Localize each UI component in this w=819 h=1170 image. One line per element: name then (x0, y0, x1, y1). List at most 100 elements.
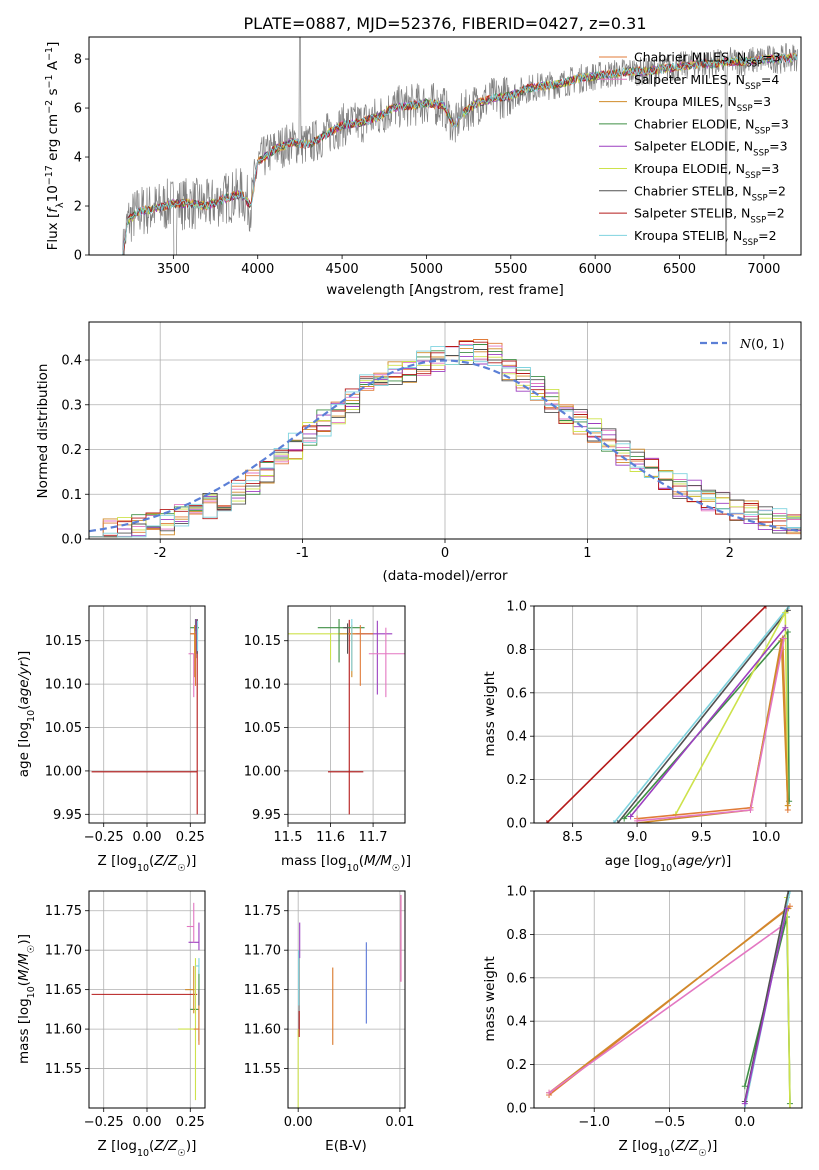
mass-weight-line (637, 638, 785, 822)
x-axis-label: wavelength [Angstrom, rest frame] (326, 282, 564, 298)
model-spectrum-line (122, 53, 798, 255)
y-tick-label: 11.75 (45, 904, 82, 919)
y-tick-label: 0.4 (506, 730, 527, 745)
mass-weight-point (780, 635, 787, 642)
mass-weight-point (786, 891, 793, 894)
mass-weight-point (785, 891, 792, 894)
x-tick-label: 0 (441, 546, 449, 561)
y-tick-label: 0.3 (61, 398, 82, 413)
x-tick-label: 7000 (747, 262, 780, 277)
mass-weight-point (762, 606, 769, 609)
mass-weight-line (744, 908, 788, 1104)
y-tick-label: 6 (74, 102, 82, 117)
plot-area (91, 902, 200, 1101)
y-tick-label: 10.00 (244, 764, 281, 779)
x-tick-label: −0.25 (84, 1115, 124, 1130)
x-tick-label: −1.0 (578, 1115, 610, 1130)
y-tick-label: 0.8 (506, 928, 527, 943)
x-tick-label: 5000 (410, 262, 443, 277)
mass-weight-point (627, 813, 634, 820)
plot-area (122, 37, 798, 255)
axes-frame (533, 605, 803, 824)
x-tick-label: 4000 (241, 262, 274, 277)
y-tick-label: 0 (74, 249, 82, 264)
legend-label: Salpeter ELODIE, NSSP=3 (634, 139, 788, 159)
x-tick-label: −0.25 (84, 830, 124, 845)
x-axis-label: Z [log10(Z/Z☉)] (98, 853, 197, 874)
mass-weight-line (629, 627, 786, 818)
y-tick-label: 10.15 (244, 634, 281, 649)
legend-label: Kroupa ELODIE, NSSP=3 (634, 161, 779, 181)
x-axis-label: age [log10(age/yr)] (605, 853, 731, 874)
legend-label: Salpeter STELIB, NSSP=2 (634, 206, 785, 226)
y-tick-label: 0.4 (61, 354, 82, 369)
mass-weight-line (548, 925, 783, 1094)
legend-label: Kroupa STELIB, NSSP=2 (634, 228, 777, 248)
mass-weight-line (546, 606, 767, 823)
y-tick-label: 11.60 (244, 1023, 281, 1038)
axes-frame (287, 605, 406, 824)
mass-weight-point (783, 905, 790, 912)
y-tick-label: 0.4 (506, 1015, 527, 1030)
y-tick-label: 0.1 (61, 488, 82, 503)
y-tick-label: 0.6 (506, 686, 527, 701)
y-tick-label: 0.0 (61, 533, 82, 548)
x-tick-label: 0.01 (385, 1115, 414, 1130)
mass-weight-point (747, 806, 754, 813)
y-tick-label: 11.65 (45, 983, 82, 998)
y-tick-label: 11.70 (244, 944, 281, 959)
y-axis-label: age [log10(age/yr)] (16, 651, 37, 777)
mass-weight-point (610, 820, 617, 823)
figure-title: PLATE=0887, MJD=52376, FIBERID=0427, z=0… (243, 14, 646, 33)
mass-weight-line (617, 609, 789, 823)
y-tick-label: 4 (74, 151, 82, 166)
x-tick-label: 9.5 (691, 830, 712, 845)
x-axis-label: Z [log10(Z/Z☉)] (619, 1138, 718, 1159)
y-tick-label: 11.70 (45, 944, 82, 959)
y-tick-label: 1.0 (506, 885, 527, 900)
axes-frame (287, 890, 406, 1109)
axes-frame (533, 890, 803, 1109)
y-tick-label: 0.0 (506, 1102, 527, 1117)
y-tick-label: 10.15 (45, 634, 82, 649)
x-tick-label: 9.0 (627, 830, 648, 845)
x-axis-label: E(B-V) (325, 1138, 367, 1154)
mass-weight-line (637, 640, 789, 823)
mass-weight-point (741, 1100, 748, 1107)
mass-weight-point (784, 802, 791, 809)
y-tick-label: 8 (74, 53, 82, 68)
y-tick-label: 0.0 (506, 817, 527, 832)
x-tick-label: 11.7 (359, 830, 388, 845)
observed-spectrum (122, 37, 798, 255)
axes-frame (88, 36, 802, 256)
y-tick-label: 11.60 (45, 1023, 82, 1038)
y-tick-label: 2 (74, 200, 82, 215)
y-axis-label: mass [log10(M/M☉)] (16, 934, 37, 1064)
panel-spectrum: 3500 4000 4500 5000 5500 6000 6500 7000 0 2 4 6 8 wav… (44, 36, 802, 298)
y-tick-label: 11.65 (244, 983, 281, 998)
panel-massweight_vs_Z: −1.0 −0.5 0.0 0.0 0.2 0.4 0.6 0.8 1.0 Z [log10(Z/… (482, 885, 803, 1159)
y-tick-label: 0.2 (506, 773, 527, 788)
x-tick-label: 0.0 (734, 1115, 755, 1130)
x-tick-label: 2 (726, 546, 734, 561)
mass-weight-point (546, 1089, 553, 1096)
panel-massweight_vs_age: 8.5 9.0 9.5 10.0 0.0 0.2 0.4 0.6 0.8 1.0 age [log1… (482, 600, 803, 874)
x-tick-label: 1 (583, 546, 591, 561)
mass-weight-point (614, 820, 621, 823)
y-tick-label: 0.2 (61, 443, 82, 458)
y-tick-label: 11.55 (45, 1062, 82, 1077)
legend-label: Chabrier ELODIE, NSSP=3 (634, 116, 789, 136)
mass-weight-point (782, 609, 789, 616)
x-tick-label: 6000 (579, 262, 612, 277)
plot-area (546, 891, 793, 1108)
mass-weight-point (621, 815, 628, 822)
residual-histogram (89, 345, 801, 538)
legend: N(0, 1) (700, 336, 785, 351)
y-axis-label: mass weight (482, 956, 498, 1041)
legend-label: Chabrier MILES, NSSP=3 (634, 50, 781, 70)
panel-age_vs_mass: 11.5 11.6 11.7 9.95 10.00 10.05 10.10 10.15 mass… (244, 605, 411, 874)
y-tick-label: 0.2 (506, 1058, 527, 1073)
x-axis-label: mass [log10(M/M☉)] (281, 853, 411, 874)
y-axis-label: Flux [fλ10−17 erg cm−2 s−1 A−1] (44, 42, 66, 251)
plot-area (288, 619, 405, 815)
